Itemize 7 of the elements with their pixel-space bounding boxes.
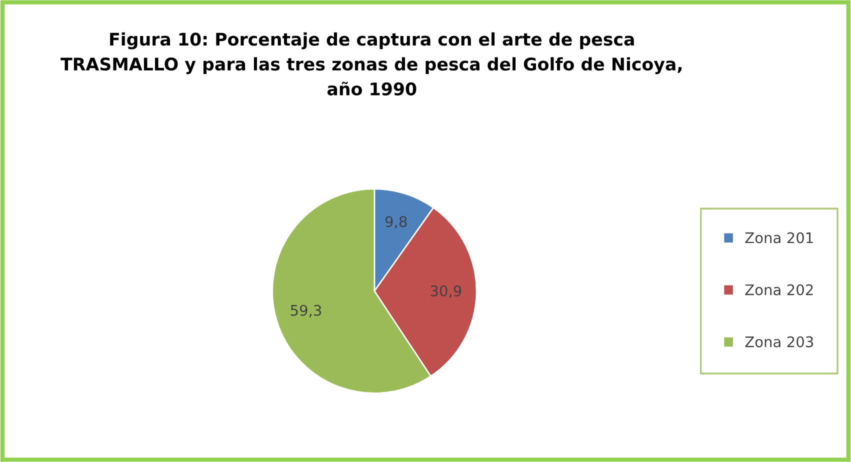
legend-label: Zona 201 bbox=[745, 232, 813, 244]
data-label: 59,3 bbox=[290, 304, 322, 318]
legend-label: Zona 202 bbox=[745, 284, 813, 296]
data-label: 9,8 bbox=[385, 216, 407, 229]
chart-title: Figura 10: Porcentaje de captura con el arte de pesca TRASMALLO y para las tres zonas de pesca del Golfo de Nicoya, año 1990 bbox=[60, 32, 682, 96]
data-label: 30,9 bbox=[430, 285, 462, 298]
legend-label: Zona 203 bbox=[745, 336, 813, 348]
